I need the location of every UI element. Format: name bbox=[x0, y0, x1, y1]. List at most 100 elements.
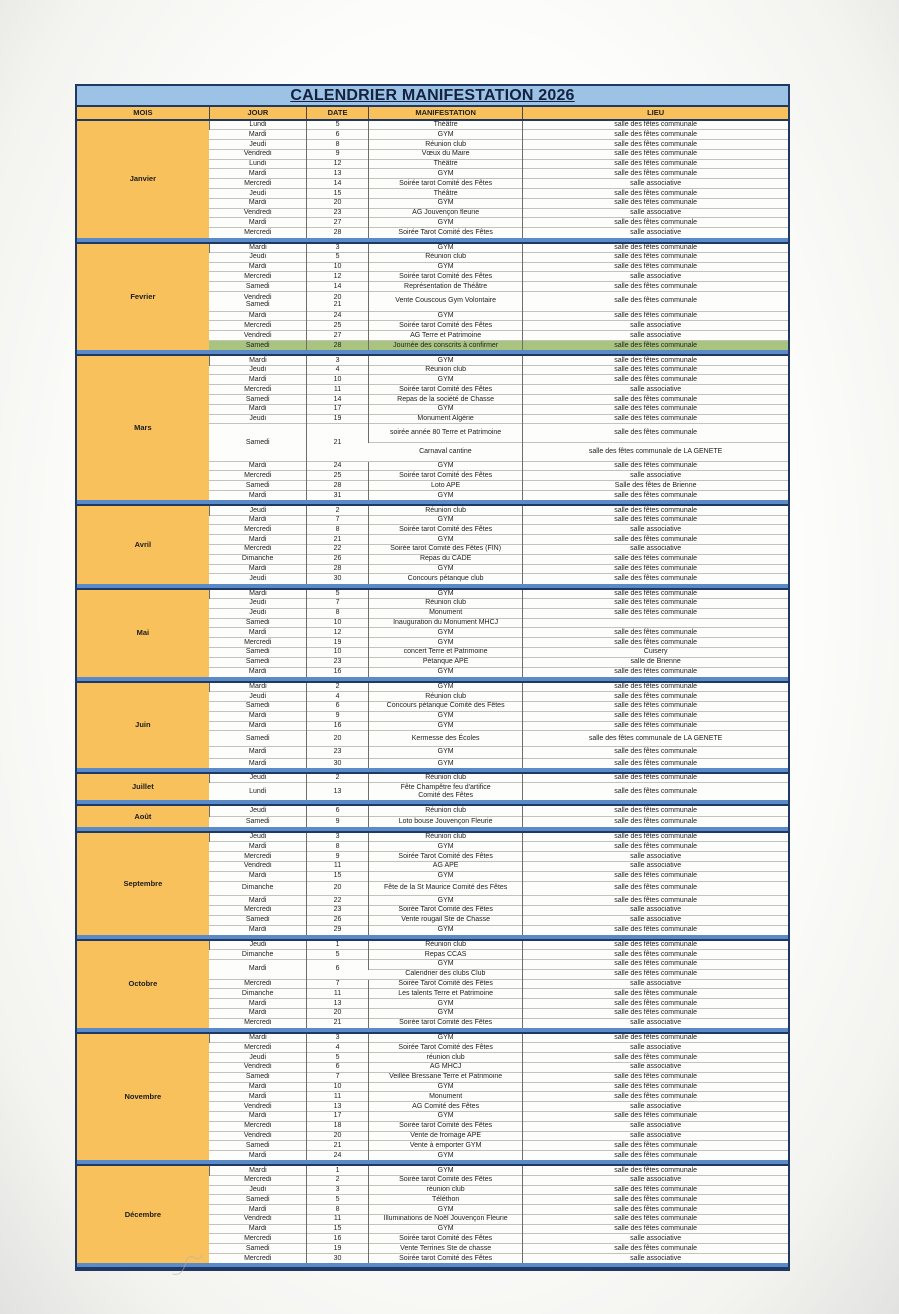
cell-date: 27 bbox=[306, 217, 369, 228]
cell-manifestation: Concours pétanque Comité des Fêtes bbox=[367, 700, 523, 712]
table-row: Vendredi 6 AG MHCJ salle associative bbox=[77, 1061, 788, 1073]
cell-lieu: salle des fêtes communale bbox=[522, 666, 788, 677]
cell-lieu: salle associative bbox=[522, 851, 788, 862]
cell-jour: Lundi bbox=[208, 120, 307, 130]
cell-lieu: salle associative bbox=[522, 1253, 788, 1264]
cell-date: 30 bbox=[306, 573, 369, 584]
cell-jour: Mercredi bbox=[209, 320, 307, 331]
calendar-table: MOIS JOUR DATE MANIFESTATION LIEU Janvie… bbox=[77, 107, 788, 1270]
month-separator bbox=[77, 1028, 788, 1035]
cell-manifestation: Soirée tarot Comité des Fêtes bbox=[367, 1253, 523, 1264]
cell-date: 21 bbox=[306, 423, 369, 462]
cell-jour: Mardi bbox=[209, 403, 307, 415]
cell-manifestation: Inauguration du Monument MHCJ bbox=[367, 617, 523, 628]
cell-manifestation: Théâtre bbox=[367, 120, 523, 130]
cell-manifestation: Vente à emporter GYM bbox=[367, 1140, 523, 1151]
cell-jour: Vendredi bbox=[209, 330, 307, 341]
table-row: Mardi 8 GYM salle des fêtes communale bbox=[77, 1204, 788, 1215]
table-row: Mardi 8 GYM salle des fêtes communale bbox=[77, 841, 788, 852]
table-row: Jeudi 15 Théâtre salle des fêtes communale bbox=[77, 188, 788, 199]
cell-jour: Mardi bbox=[209, 1081, 307, 1092]
table-row: Mercredi 19 GYM salle des fêtes communale bbox=[77, 637, 788, 648]
cell-date: 23 bbox=[306, 746, 369, 759]
cell-date: 7 bbox=[306, 1071, 369, 1083]
cell-jour: Mardi bbox=[208, 1033, 307, 1043]
page-title: CALENDRIER MANIFESTATION 2026 bbox=[290, 86, 575, 104]
cell-jour: Mardi bbox=[209, 746, 307, 759]
cell-date: 21 bbox=[306, 1017, 369, 1029]
cell-jour: Mardi bbox=[209, 514, 307, 525]
cell-date: 26 bbox=[306, 914, 369, 926]
cell-jour: Jeudi bbox=[208, 832, 307, 842]
cell-jour: Jeudi bbox=[209, 573, 307, 584]
cell-date: 2 bbox=[306, 1174, 369, 1185]
cell-jour: Mardi bbox=[209, 1007, 307, 1019]
cell-jour: Samedi bbox=[209, 815, 307, 828]
column-header-lieu: LIEU bbox=[522, 107, 788, 121]
cell-jour: Mardi bbox=[209, 490, 307, 501]
cell-manifestation: Théâtre bbox=[367, 188, 523, 199]
table-row: Mars Mardi 3 GYM salle des fêtes communale bbox=[77, 355, 788, 501]
cell-date: 7 bbox=[306, 597, 369, 609]
cell-jour: Mardi bbox=[208, 355, 307, 366]
cell-manifestation: Téléthon bbox=[367, 1194, 523, 1205]
cell-manifestation: GYM bbox=[367, 757, 523, 769]
cell-lieu: salle associative bbox=[522, 384, 788, 395]
cell-date: 22 bbox=[306, 895, 369, 906]
cell-manifestation: AG APE bbox=[367, 860, 523, 872]
cell-jour: Vendredi bbox=[209, 148, 307, 160]
cell-manifestation: Soirée tarot Comité des Fêtes bbox=[367, 320, 523, 331]
cell-manifestation: Soirée tarot Comité des Fêtes bbox=[367, 178, 523, 189]
table-row: Mardi 13 GYM salle des fêtes communale bbox=[77, 168, 788, 179]
cell-jour: Samedi bbox=[209, 394, 307, 405]
cell-lieu: salle des fêtes communale bbox=[522, 261, 788, 272]
month-separator bbox=[77, 583, 788, 590]
table-row: Mardi 28 GYM salle des fêtes communale bbox=[77, 563, 788, 574]
table-row: Mercredi 8 Soirée tarot Comité des Fêtes sa… bbox=[77, 524, 788, 535]
table-row: Mercredi 7 Soirée Tarot Comité des Fêtes sa… bbox=[77, 978, 788, 989]
table-row: Vendredi 11 AG APE salle associative bbox=[77, 860, 788, 872]
month-block-fevrier: Fevrier Mardi 3 GYM salle des fêtes communal… bbox=[77, 242, 788, 351]
cell-jour: Samedi bbox=[209, 1140, 307, 1151]
cell-jour: Jeudi bbox=[209, 413, 307, 424]
cell-manifestation: Repas du CADE bbox=[367, 553, 523, 565]
table-row: Mai Mardi 5 GYM salle des fêtes communale bbox=[77, 588, 788, 677]
cell-date: 9 bbox=[306, 710, 369, 722]
month-name-cell: Septembre bbox=[77, 832, 210, 935]
table-row: Mardi 20 GYM salle des fêtes communale bbox=[77, 197, 788, 209]
table-row: Mercredi 30 Soirée tarot Comité des Fêtes s… bbox=[77, 1253, 788, 1264]
cell-date: 5 bbox=[306, 1052, 369, 1063]
cell-date: 10 bbox=[306, 374, 369, 385]
table-row: Novembre Mardi 3 GYM salle des fêtes communa… bbox=[77, 1033, 788, 1161]
cell-line: Fête Champêtre feu d'artifice bbox=[400, 784, 491, 792]
cell-lieu: salle des fêtes communale bbox=[522, 607, 788, 619]
cell-manifestation: GYM bbox=[367, 1110, 523, 1122]
cell-lieu: salle des fêtes communale bbox=[522, 841, 788, 852]
table-row: Mercredi 22 Soirée tarot Comité des Fêtes … bbox=[77, 544, 788, 555]
cell-lieu: salle des fêtes communale bbox=[522, 374, 788, 385]
table-row: Samedi 7 Veillée Bressane Terre et Patrimo… bbox=[77, 1071, 788, 1083]
cell-date: 21 bbox=[306, 1140, 369, 1151]
separator-block bbox=[77, 237, 788, 244]
cell-manifestation: GYM bbox=[367, 534, 523, 545]
cell-date: 6 bbox=[306, 129, 369, 140]
cell-jour: Vendredi Samedi bbox=[209, 291, 307, 312]
cell-lieu: salle des fêtes communale bbox=[522, 880, 788, 896]
title-band: CALENDRIER MANIFESTATION 2026 bbox=[77, 86, 788, 107]
cell-lieu: salle des fêtes communale bbox=[522, 637, 788, 648]
table-row: Samedi 26 Vente rougail Ste de Chasse salle… bbox=[77, 914, 788, 926]
table-row: Mercredi 28 Soirée Tarot Comité des Fêtes s… bbox=[77, 227, 788, 238]
cell-date: 15 bbox=[306, 188, 369, 199]
cell-jour: Mardi bbox=[208, 242, 307, 253]
cell-jour: Mardi bbox=[209, 1223, 307, 1234]
table-row: Avril Jeudi 2 Réunion club salle des fêtes c… bbox=[77, 505, 788, 584]
cell-lieu: salle des fêtes communale bbox=[522, 895, 788, 906]
cell-manifestation: Réunion club bbox=[367, 805, 523, 817]
table-row: Vendredi 23 AG Jouvençon fleurie salle asso… bbox=[77, 207, 788, 218]
cell-manifestation: GYM bbox=[367, 870, 523, 881]
cell-date: 10 bbox=[306, 617, 369, 628]
cell-jour: Mardi bbox=[209, 841, 307, 852]
cell-jour: Jeudi bbox=[209, 607, 307, 619]
month-name-cell: Mai bbox=[77, 588, 210, 677]
cell-manifestation: GYM bbox=[367, 242, 523, 253]
